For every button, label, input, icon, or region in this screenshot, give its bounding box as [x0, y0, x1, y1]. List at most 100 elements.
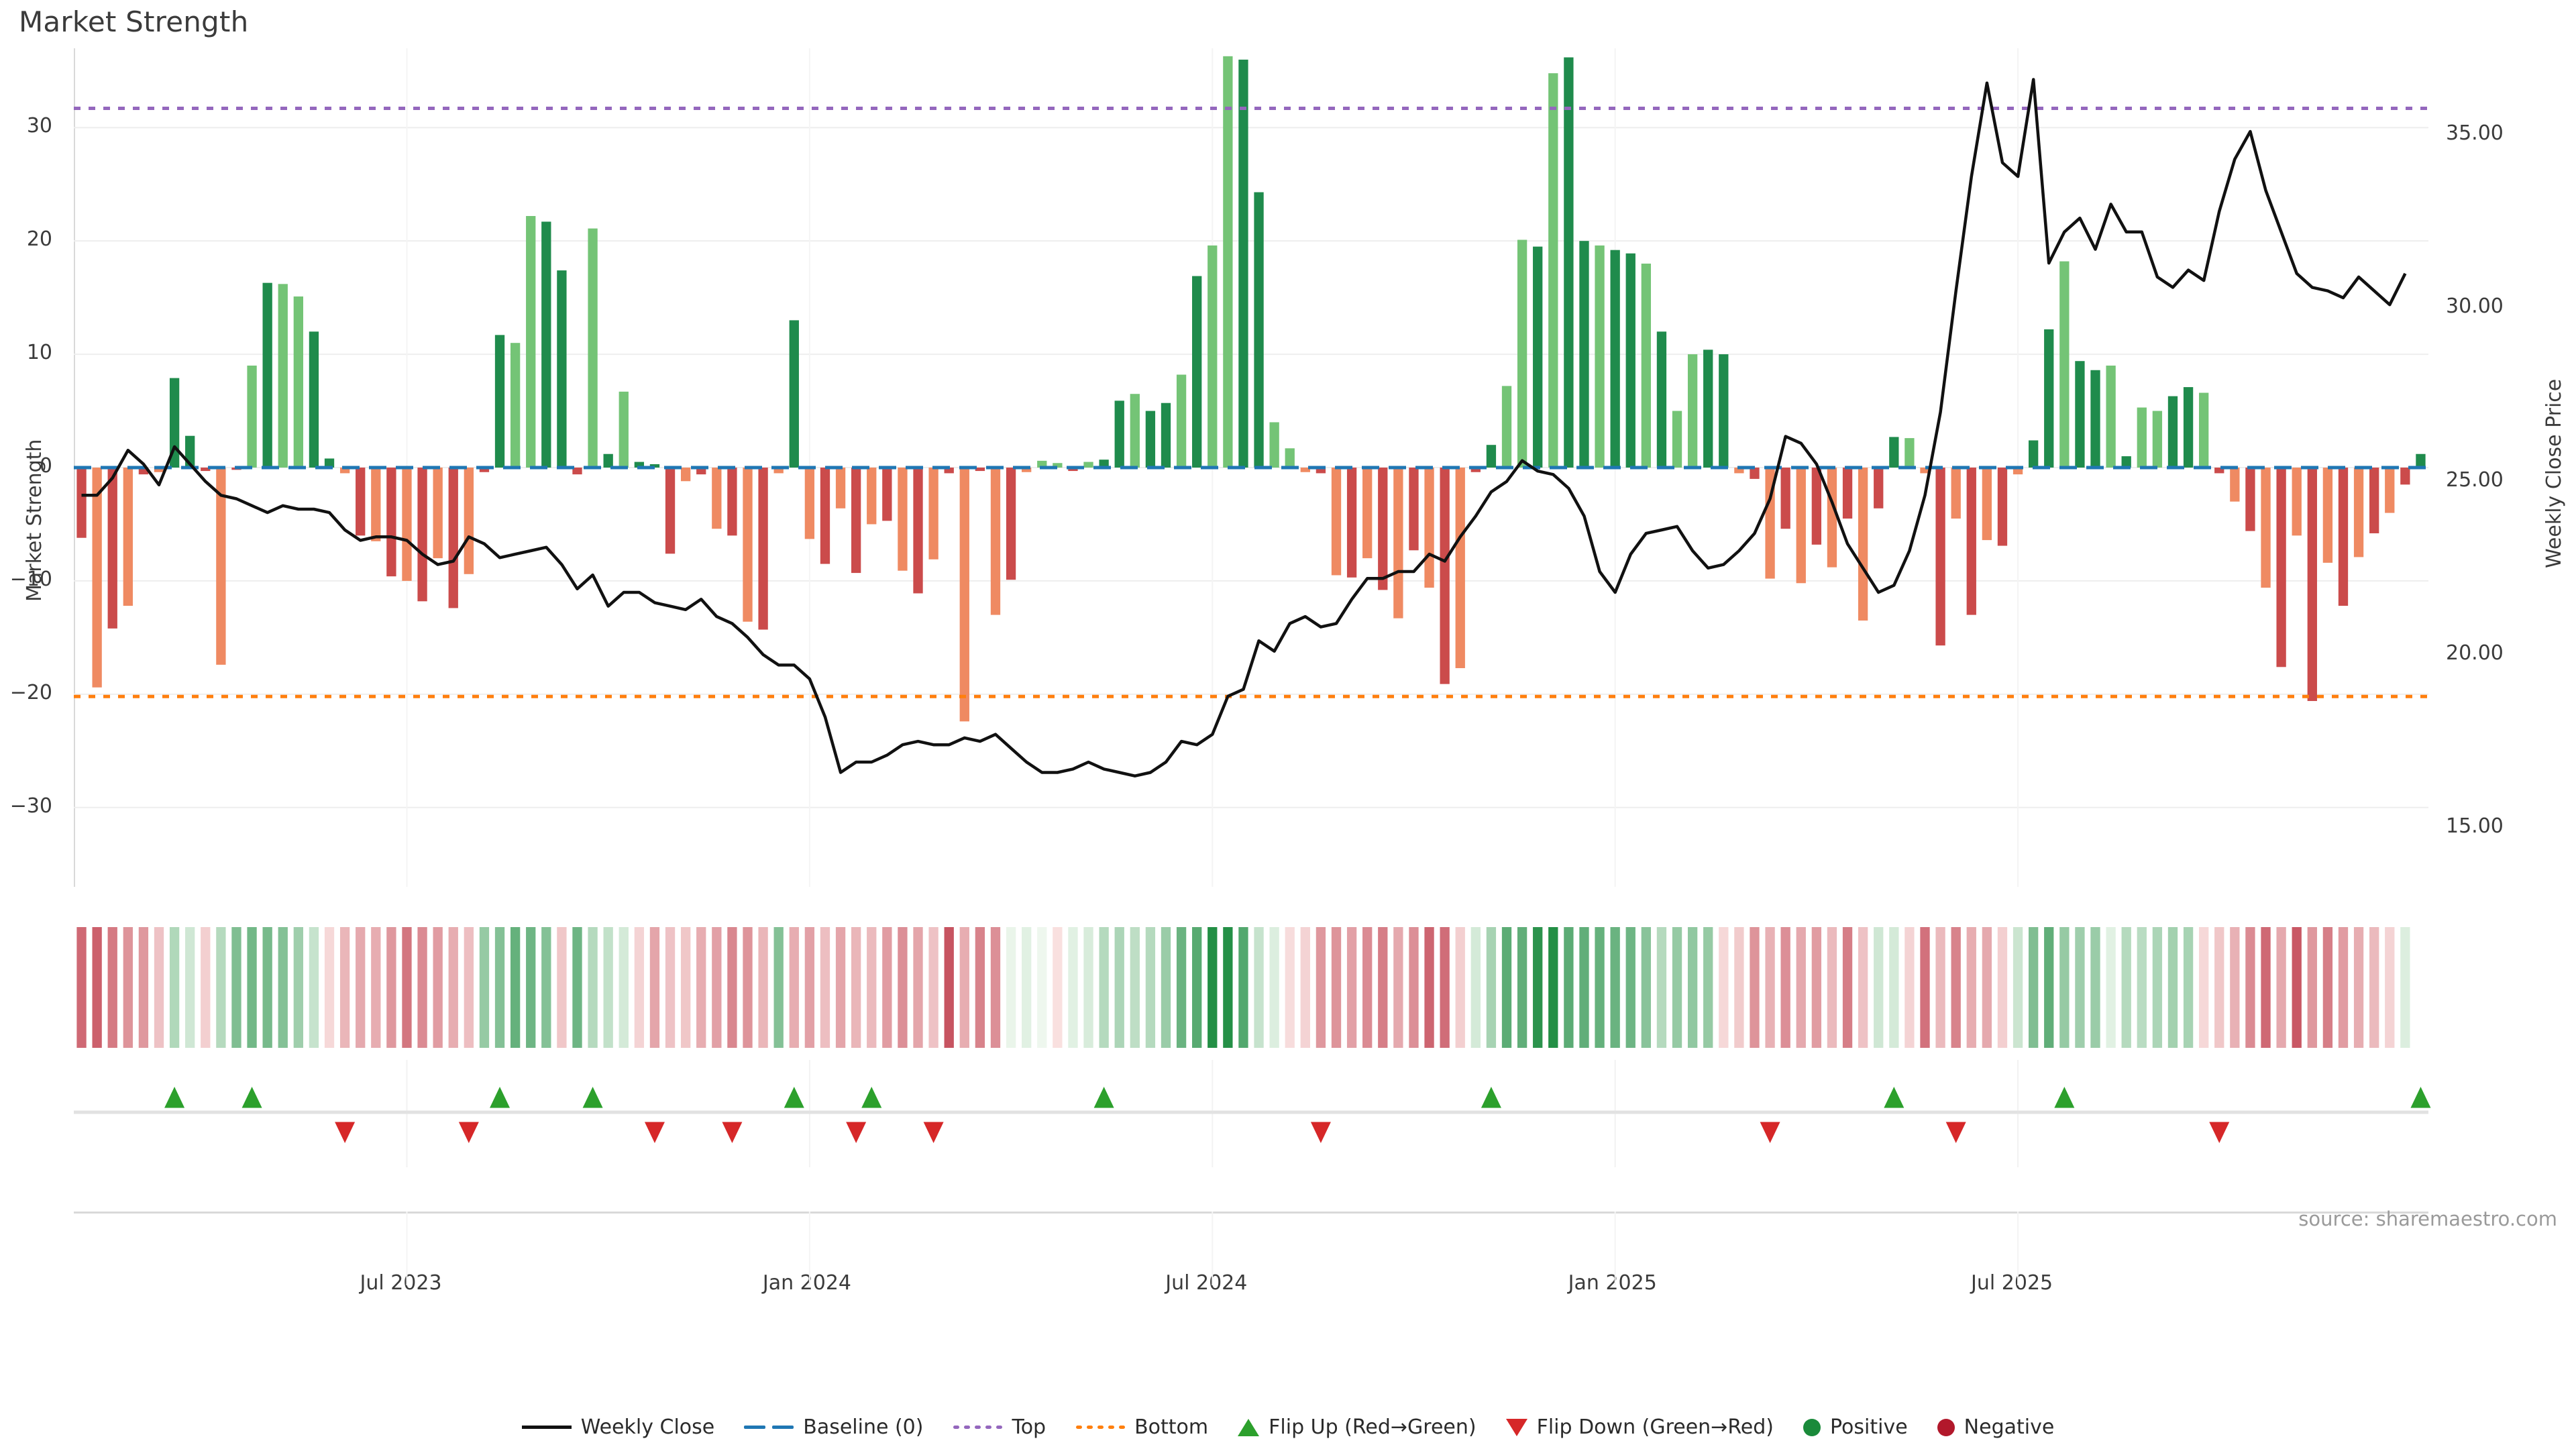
heat-cell[interactable]	[1486, 927, 1497, 1048]
heat-cell[interactable]	[727, 927, 737, 1048]
heat-cell[interactable]	[1176, 927, 1187, 1048]
bar[interactable]	[1192, 276, 1202, 468]
bar[interactable]	[665, 468, 676, 554]
flip-down-marker[interactable]	[846, 1122, 867, 1144]
heat-cell[interactable]	[1145, 927, 1156, 1048]
flip-down-marker[interactable]	[923, 1122, 944, 1144]
heat-cell[interactable]	[1378, 927, 1388, 1048]
heat-cell[interactable]	[835, 927, 846, 1048]
bar[interactable]	[1997, 468, 2008, 546]
heat-cell[interactable]	[1501, 927, 1512, 1048]
heat-cell[interactable]	[2400, 927, 2410, 1048]
flip-up-marker[interactable]	[490, 1087, 511, 1108]
heat-cell[interactable]	[1053, 927, 1063, 1048]
bar[interactable]	[743, 468, 753, 622]
flip-up-marker[interactable]	[1884, 1087, 1904, 1108]
bar[interactable]	[2369, 468, 2379, 533]
bar[interactable]	[356, 468, 366, 536]
heat-cell[interactable]	[1022, 927, 1032, 1048]
bar[interactable]	[1161, 402, 1171, 468]
heat-cell[interactable]	[1440, 927, 1450, 1048]
heat-cell[interactable]	[464, 927, 474, 1048]
bar[interactable]	[1780, 468, 1790, 529]
bar[interactable]	[169, 378, 180, 468]
bar[interactable]	[1486, 445, 1497, 468]
bar[interactable]	[1238, 59, 1248, 468]
heat-cell[interactable]	[867, 927, 877, 1048]
bar[interactable]	[773, 468, 784, 474]
heat-cell[interactable]	[572, 927, 582, 1048]
heat-cell[interactable]	[1254, 927, 1264, 1048]
heat-cell[interactable]	[898, 927, 908, 1048]
bar[interactable]	[882, 468, 892, 521]
heat-cell[interactable]	[1533, 927, 1543, 1048]
legend-item-positive[interactable]: Positive	[1803, 1415, 1908, 1439]
bar[interactable]	[1656, 331, 1667, 468]
heat-cell[interactable]	[1687, 927, 1698, 1048]
heat-cell[interactable]	[1208, 927, 1218, 1048]
heat-cell[interactable]	[928, 927, 938, 1048]
heat-cell[interactable]	[1548, 927, 1558, 1048]
flip-up-marker[interactable]	[1481, 1087, 1501, 1108]
bar[interactable]	[2400, 468, 2410, 485]
bar[interactable]	[526, 216, 536, 468]
bar[interactable]	[1796, 468, 1806, 584]
heat-cell[interactable]	[2044, 927, 2054, 1048]
heat-cell[interactable]	[743, 927, 753, 1048]
sentiment-heat-strip[interactable]	[74, 927, 2428, 1048]
heat-cell[interactable]	[1238, 927, 1248, 1048]
legend-item-flip-down-green-red[interactable]: Flip Down (Green→Red)	[1505, 1415, 1774, 1439]
bar[interactable]	[1176, 374, 1187, 468]
bar[interactable]	[959, 468, 969, 722]
heat-cell[interactable]	[1672, 927, 1682, 1048]
heat-cell[interactable]	[231, 927, 241, 1048]
heat-cell[interactable]	[2385, 927, 2395, 1048]
heat-cell[interactable]	[293, 927, 303, 1048]
heat-cell[interactable]	[1424, 927, 1434, 1048]
bar[interactable]	[309, 331, 319, 468]
heat-cell[interactable]	[944, 927, 954, 1048]
heat-cell[interactable]	[2152, 927, 2163, 1048]
heat-cell[interactable]	[339, 927, 350, 1048]
bar[interactable]	[1331, 468, 1342, 576]
flip-down-marker[interactable]	[2209, 1122, 2230, 1144]
bar[interactable]	[898, 468, 908, 571]
heat-cell[interactable]	[1656, 927, 1667, 1048]
bar[interactable]	[2416, 453, 2426, 468]
bar[interactable]	[1858, 468, 1868, 621]
heat-cell[interactable]	[1037, 927, 1047, 1048]
heat-cell[interactable]	[557, 927, 567, 1048]
heat-cell[interactable]	[2075, 927, 2085, 1048]
heat-cell[interactable]	[1346, 927, 1357, 1048]
heat-cell[interactable]	[913, 927, 923, 1048]
heat-cell[interactable]	[2090, 927, 2100, 1048]
bar[interactable]	[2137, 407, 2147, 468]
heat-cell[interactable]	[1006, 927, 1016, 1048]
heat-cell[interactable]	[1130, 927, 1140, 1048]
bar[interactable]	[448, 468, 458, 608]
bar[interactable]	[324, 458, 335, 468]
bar[interactable]	[92, 468, 102, 688]
bar[interactable]	[107, 468, 117, 629]
bar[interactable]	[2183, 387, 2194, 468]
heat-cell[interactable]	[479, 927, 490, 1048]
legend-item-top[interactable]: Top	[953, 1415, 1046, 1439]
heat-cell[interactable]	[1470, 927, 1481, 1048]
heat-cell[interactable]	[882, 927, 892, 1048]
heat-cell[interactable]	[433, 927, 443, 1048]
bar[interactable]	[494, 335, 505, 468]
heat-cell[interactable]	[417, 927, 427, 1048]
bar[interactable]	[1951, 468, 1961, 519]
heat-cell[interactable]	[185, 927, 195, 1048]
heat-cell[interactable]	[820, 927, 830, 1048]
heat-cell[interactable]	[1641, 927, 1652, 1048]
heat-cell[interactable]	[1625, 927, 1635, 1048]
flip-markers-panel[interactable]	[74, 1060, 2431, 1167]
flip-up-marker[interactable]	[784, 1087, 804, 1108]
heat-cell[interactable]	[262, 927, 272, 1048]
bar[interactable]	[1424, 468, 1434, 588]
bar[interactable]	[1889, 437, 1899, 468]
heat-cell[interactable]	[1982, 927, 1992, 1048]
bar[interactable]	[433, 468, 443, 559]
heat-cell[interactable]	[603, 927, 613, 1048]
